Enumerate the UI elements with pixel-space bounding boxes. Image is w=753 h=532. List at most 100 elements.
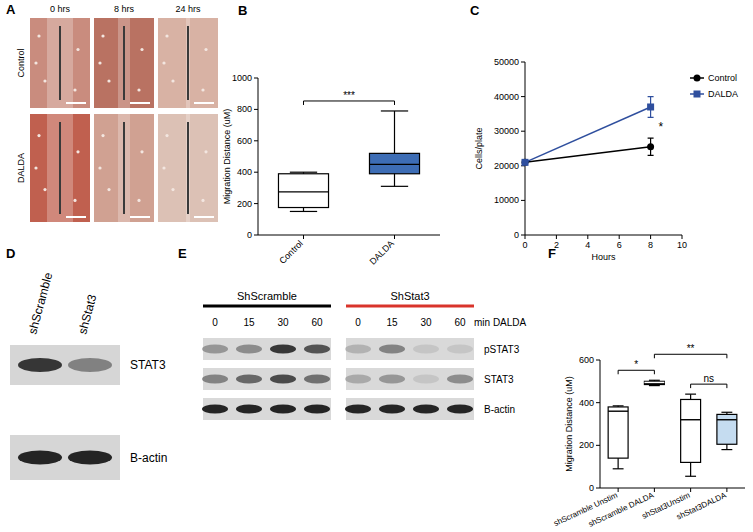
micrograph <box>158 18 218 108</box>
figure: B02004006008001000Migration Distance (uM… <box>0 0 753 532</box>
scratch-gap <box>47 114 73 222</box>
cell <box>73 88 76 91</box>
category-label: Control <box>277 238 305 266</box>
y-tick-label: 600 <box>579 355 594 365</box>
legend-label: Control <box>708 73 737 83</box>
scratch-gap <box>47 18 73 108</box>
y-tick-label: 0 <box>514 230 519 240</box>
scale-bar <box>66 216 86 218</box>
blot-background <box>203 368 331 390</box>
significance-label: *** <box>343 90 355 101</box>
x-tick <box>682 235 683 239</box>
blot-background <box>346 398 474 420</box>
blot-background <box>203 338 331 360</box>
blot-band <box>413 405 439 414</box>
blot-band <box>345 345 371 354</box>
y-axis <box>600 360 601 488</box>
error-bar <box>648 97 654 118</box>
column-label: 0 hrs <box>50 4 71 14</box>
box <box>278 174 328 208</box>
box <box>681 399 701 462</box>
scale-bar <box>130 216 150 218</box>
point <box>647 103 654 110</box>
y-tick <box>521 131 525 132</box>
micrograph <box>158 114 218 222</box>
cell <box>201 88 204 91</box>
box <box>608 407 628 458</box>
group-line <box>203 305 331 308</box>
micrograph <box>94 18 154 108</box>
time-label: 0 <box>212 317 218 328</box>
category-label: DALDA <box>368 238 396 266</box>
panel-letter: D <box>6 246 15 261</box>
y-tick <box>254 109 258 110</box>
scratch-gap <box>118 18 130 108</box>
x-tick <box>690 488 691 492</box>
panel-letter: F <box>548 246 556 261</box>
cell <box>204 48 207 51</box>
whisker-cap-min <box>649 385 660 386</box>
cell <box>76 48 79 51</box>
y-tick <box>254 140 258 141</box>
x-tick <box>556 235 557 239</box>
legend-label: DALDA <box>708 89 738 99</box>
x-tick-label: 4 <box>585 240 590 250</box>
micrograph <box>30 18 90 108</box>
gap-marker <box>123 26 125 100</box>
significance-label: ns <box>703 373 714 384</box>
blot-background <box>346 368 474 390</box>
gap-marker <box>187 26 189 100</box>
y-tick-label: 0 <box>589 483 594 493</box>
x-axis <box>525 235 682 236</box>
cell <box>201 199 204 202</box>
gap-marker <box>123 122 125 214</box>
row-label: Control <box>16 48 26 77</box>
box <box>369 153 419 173</box>
y-tick-label: 400 <box>237 167 252 177</box>
blot-band <box>270 375 296 384</box>
panel-letter: E <box>178 246 187 261</box>
y-tick-label: 200 <box>237 199 252 209</box>
blot-band <box>18 358 62 372</box>
row-label: DALDA <box>16 153 26 183</box>
y-tick <box>254 235 258 236</box>
cell <box>107 188 110 191</box>
blot-band <box>236 375 262 384</box>
blot-band <box>304 375 330 384</box>
whisker <box>394 111 395 186</box>
whisker-cap-min <box>290 211 317 212</box>
cell <box>98 61 101 64</box>
significance-label: * <box>659 120 664 134</box>
whisker-cap-min <box>613 468 624 469</box>
cell <box>98 166 101 169</box>
x-tick <box>650 235 651 239</box>
cell <box>137 88 140 91</box>
cell <box>43 188 46 191</box>
point <box>647 143 654 150</box>
cell <box>34 166 37 169</box>
series-line <box>525 107 651 162</box>
time-label: 30 <box>420 317 432 328</box>
y-tick <box>596 360 600 361</box>
blot-band <box>270 405 296 414</box>
median <box>608 411 628 412</box>
y-tick <box>521 200 525 201</box>
y-axis-label: Migration Distance (uM) <box>564 376 574 472</box>
blot-background <box>346 338 474 360</box>
time-label: 15 <box>386 317 398 328</box>
median <box>681 419 701 420</box>
whisker-cap-max <box>613 405 624 406</box>
cell <box>165 134 168 137</box>
y-axis-label: Cells/plate <box>474 127 484 169</box>
blot-band <box>379 375 405 384</box>
blot-band <box>202 405 228 414</box>
significance-bracket <box>691 384 727 388</box>
point <box>522 159 529 166</box>
scale-bar <box>66 102 86 104</box>
y-tick-label: 0 <box>247 230 252 240</box>
blot-band <box>304 405 330 414</box>
lane-label: shScramble <box>25 271 55 336</box>
y-tick-label: 50000 <box>494 57 519 67</box>
median <box>644 382 664 383</box>
scratch-gap <box>186 18 190 108</box>
